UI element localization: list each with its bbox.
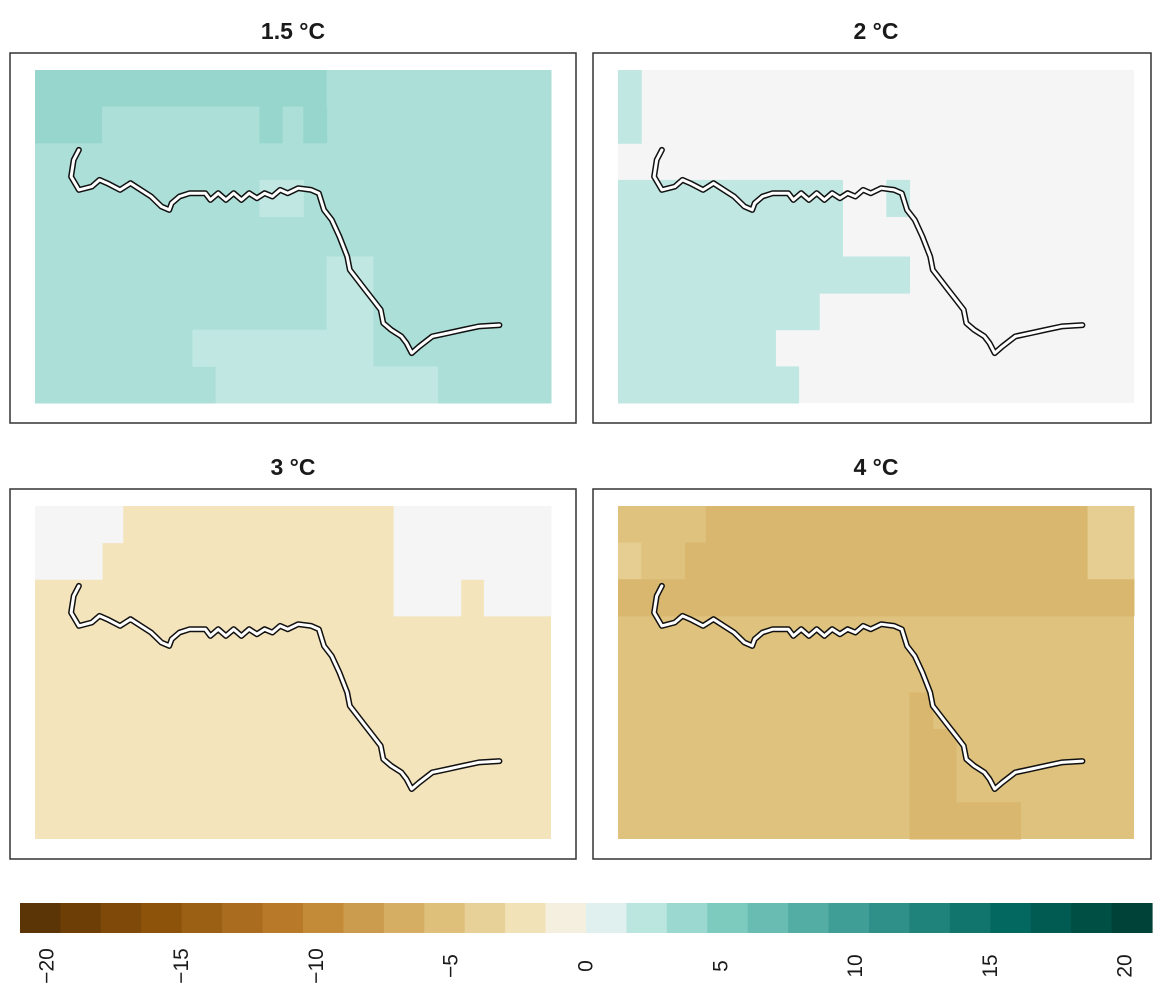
heatmap-cell [35, 506, 124, 544]
heatmap-cell [641, 542, 686, 580]
heatmap-cell [102, 106, 260, 144]
colorbar-segment [141, 903, 183, 933]
heatmap-cell [909, 692, 934, 730]
panel-1: 1.5 °C [9, 18, 577, 424]
colorbar-segment [60, 903, 102, 933]
colorbar-tick-label: 15 [979, 954, 1002, 977]
heatmap-cell [618, 329, 776, 367]
panel-title: 4 °C [854, 454, 899, 480]
heatmap-cell [303, 106, 328, 144]
colorbar-segment [100, 903, 142, 933]
colorbar-segment [505, 903, 547, 933]
colorbar-segment [869, 903, 911, 933]
colorbar-segment [586, 903, 628, 933]
colorbar-segment [626, 903, 668, 933]
heatmap-cell [58, 106, 103, 144]
colorbar-segment [949, 903, 991, 933]
heatmap-cell [618, 70, 642, 144]
heatmap-cell [102, 70, 328, 108]
colorbar-segment [464, 903, 506, 933]
colorbar-tick-label: −10 [305, 948, 328, 984]
heatmap-cell [685, 542, 707, 580]
colorbar-segment [990, 903, 1032, 933]
colorbar-tick-label: −5 [440, 954, 463, 978]
colorbar-segment [707, 903, 749, 933]
river-outline-inner [69, 584, 501, 791]
colorbar-segment [909, 903, 951, 933]
panel-title: 2 °C [854, 18, 899, 44]
colorbar-tick-label: −20 [36, 948, 59, 984]
heatmap-cell [393, 579, 462, 617]
heatmap-cell [259, 106, 284, 144]
colorbar-segment [424, 903, 466, 933]
heatmap-cell [618, 506, 707, 544]
river-outline-inner [69, 148, 501, 355]
colorbar-segment [666, 903, 708, 933]
heatmap-cell [215, 366, 328, 404]
colorbar-tick-label: 10 [844, 954, 867, 977]
colorbar-tick-label: −15 [170, 948, 193, 984]
colorbar-tick-label: 5 [709, 960, 732, 972]
colorbar-segment [1111, 903, 1153, 933]
panel-title: 1.5 °C [261, 18, 325, 44]
colorbar-tick-label: 0 [575, 960, 598, 972]
heatmap-cell [192, 329, 328, 367]
heatmap-cell [282, 106, 304, 144]
colorbar-segment [20, 903, 62, 933]
panel-3: 3 °C [9, 454, 577, 860]
heatmap-cell [483, 579, 552, 617]
heatmap-cell [909, 802, 1021, 840]
panel-border [592, 488, 1152, 860]
heatmap-cell [35, 70, 59, 144]
colorbar-segment [383, 903, 425, 933]
colorbar-segment [262, 903, 304, 933]
colorbar-segment [343, 903, 385, 933]
colorbar-tick-label: 20 [1114, 954, 1137, 977]
heatmap-cell [326, 366, 438, 404]
colorbar-segment [1030, 903, 1072, 933]
heatmap-cell [909, 729, 957, 803]
heatmap-cell [618, 293, 820, 331]
river-outline-inner [652, 584, 1084, 791]
colorbar-segment [181, 903, 223, 933]
panel-2: 2 °C [592, 18, 1152, 424]
colorbar-segment [545, 903, 587, 933]
heatmap-cell [35, 542, 103, 580]
panel-border [9, 488, 577, 860]
colorbar: −20 −15 −10 −5 0 5 10 15 20 [20, 903, 1153, 984]
heatmap-cell [618, 256, 911, 294]
colorbar-segment [747, 903, 789, 933]
heatmap-cell [618, 366, 800, 404]
river-outline-inner [652, 148, 1084, 355]
colorbar-segment [303, 903, 345, 933]
heatmap-cell [618, 579, 1135, 617]
heatmap-cell [705, 506, 1089, 580]
colorbar-segment [1071, 903, 1113, 933]
colorbar-segment [222, 903, 264, 933]
panel-4: 4 °C [592, 454, 1152, 860]
heatmap-cell [393, 506, 552, 580]
panel-border [592, 52, 1152, 424]
panel-border [9, 52, 577, 424]
heatmap-cell [1087, 506, 1135, 580]
colorbar-segment [828, 903, 870, 933]
colorbar-segment [788, 903, 830, 933]
heatmap-cell [618, 542, 642, 580]
panel-title: 3 °C [271, 454, 316, 480]
